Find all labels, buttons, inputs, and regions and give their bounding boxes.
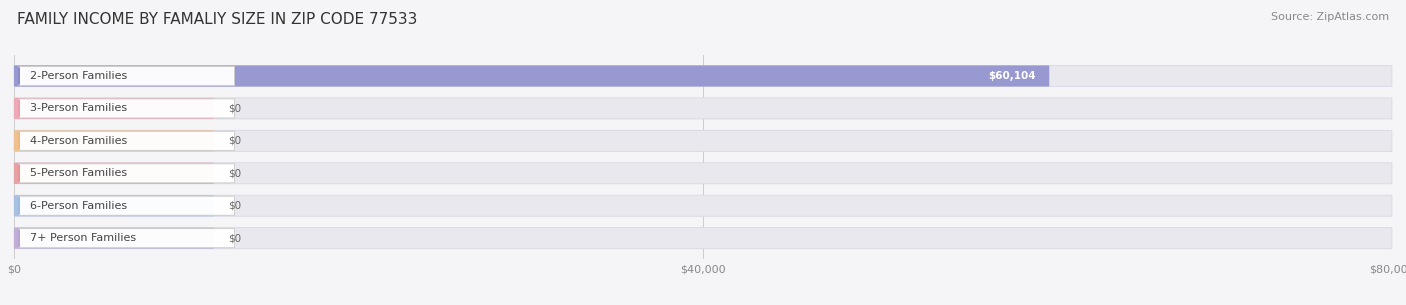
Text: 3-Person Families: 3-Person Families [30, 103, 127, 113]
Text: $0: $0 [228, 201, 240, 211]
Text: $0: $0 [228, 233, 240, 243]
Text: Source: ZipAtlas.com: Source: ZipAtlas.com [1271, 12, 1389, 22]
FancyBboxPatch shape [20, 99, 235, 118]
FancyBboxPatch shape [14, 195, 1392, 216]
Text: 5-Person Families: 5-Person Families [30, 168, 127, 178]
FancyBboxPatch shape [14, 228, 1392, 249]
FancyBboxPatch shape [20, 66, 235, 85]
FancyBboxPatch shape [14, 130, 1392, 151]
FancyBboxPatch shape [14, 66, 1049, 87]
FancyBboxPatch shape [14, 195, 214, 216]
Text: $0: $0 [228, 168, 240, 178]
Text: 4-Person Families: 4-Person Families [30, 136, 127, 146]
Text: 2-Person Families: 2-Person Families [30, 71, 127, 81]
FancyBboxPatch shape [14, 130, 214, 151]
Text: FAMILY INCOME BY FAMALIY SIZE IN ZIP CODE 77533: FAMILY INCOME BY FAMALIY SIZE IN ZIP COD… [17, 12, 418, 27]
FancyBboxPatch shape [14, 163, 214, 184]
FancyBboxPatch shape [14, 98, 214, 119]
FancyBboxPatch shape [20, 229, 235, 248]
FancyBboxPatch shape [14, 98, 1392, 119]
Text: 6-Person Families: 6-Person Families [30, 201, 127, 211]
FancyBboxPatch shape [14, 66, 1392, 87]
Text: $0: $0 [228, 136, 240, 146]
Text: 7+ Person Families: 7+ Person Families [30, 233, 136, 243]
FancyBboxPatch shape [20, 164, 235, 183]
FancyBboxPatch shape [20, 131, 235, 150]
FancyBboxPatch shape [14, 228, 214, 249]
FancyBboxPatch shape [20, 196, 235, 215]
Text: $60,104: $60,104 [988, 71, 1035, 81]
Text: $0: $0 [228, 103, 240, 113]
FancyBboxPatch shape [14, 163, 1392, 184]
